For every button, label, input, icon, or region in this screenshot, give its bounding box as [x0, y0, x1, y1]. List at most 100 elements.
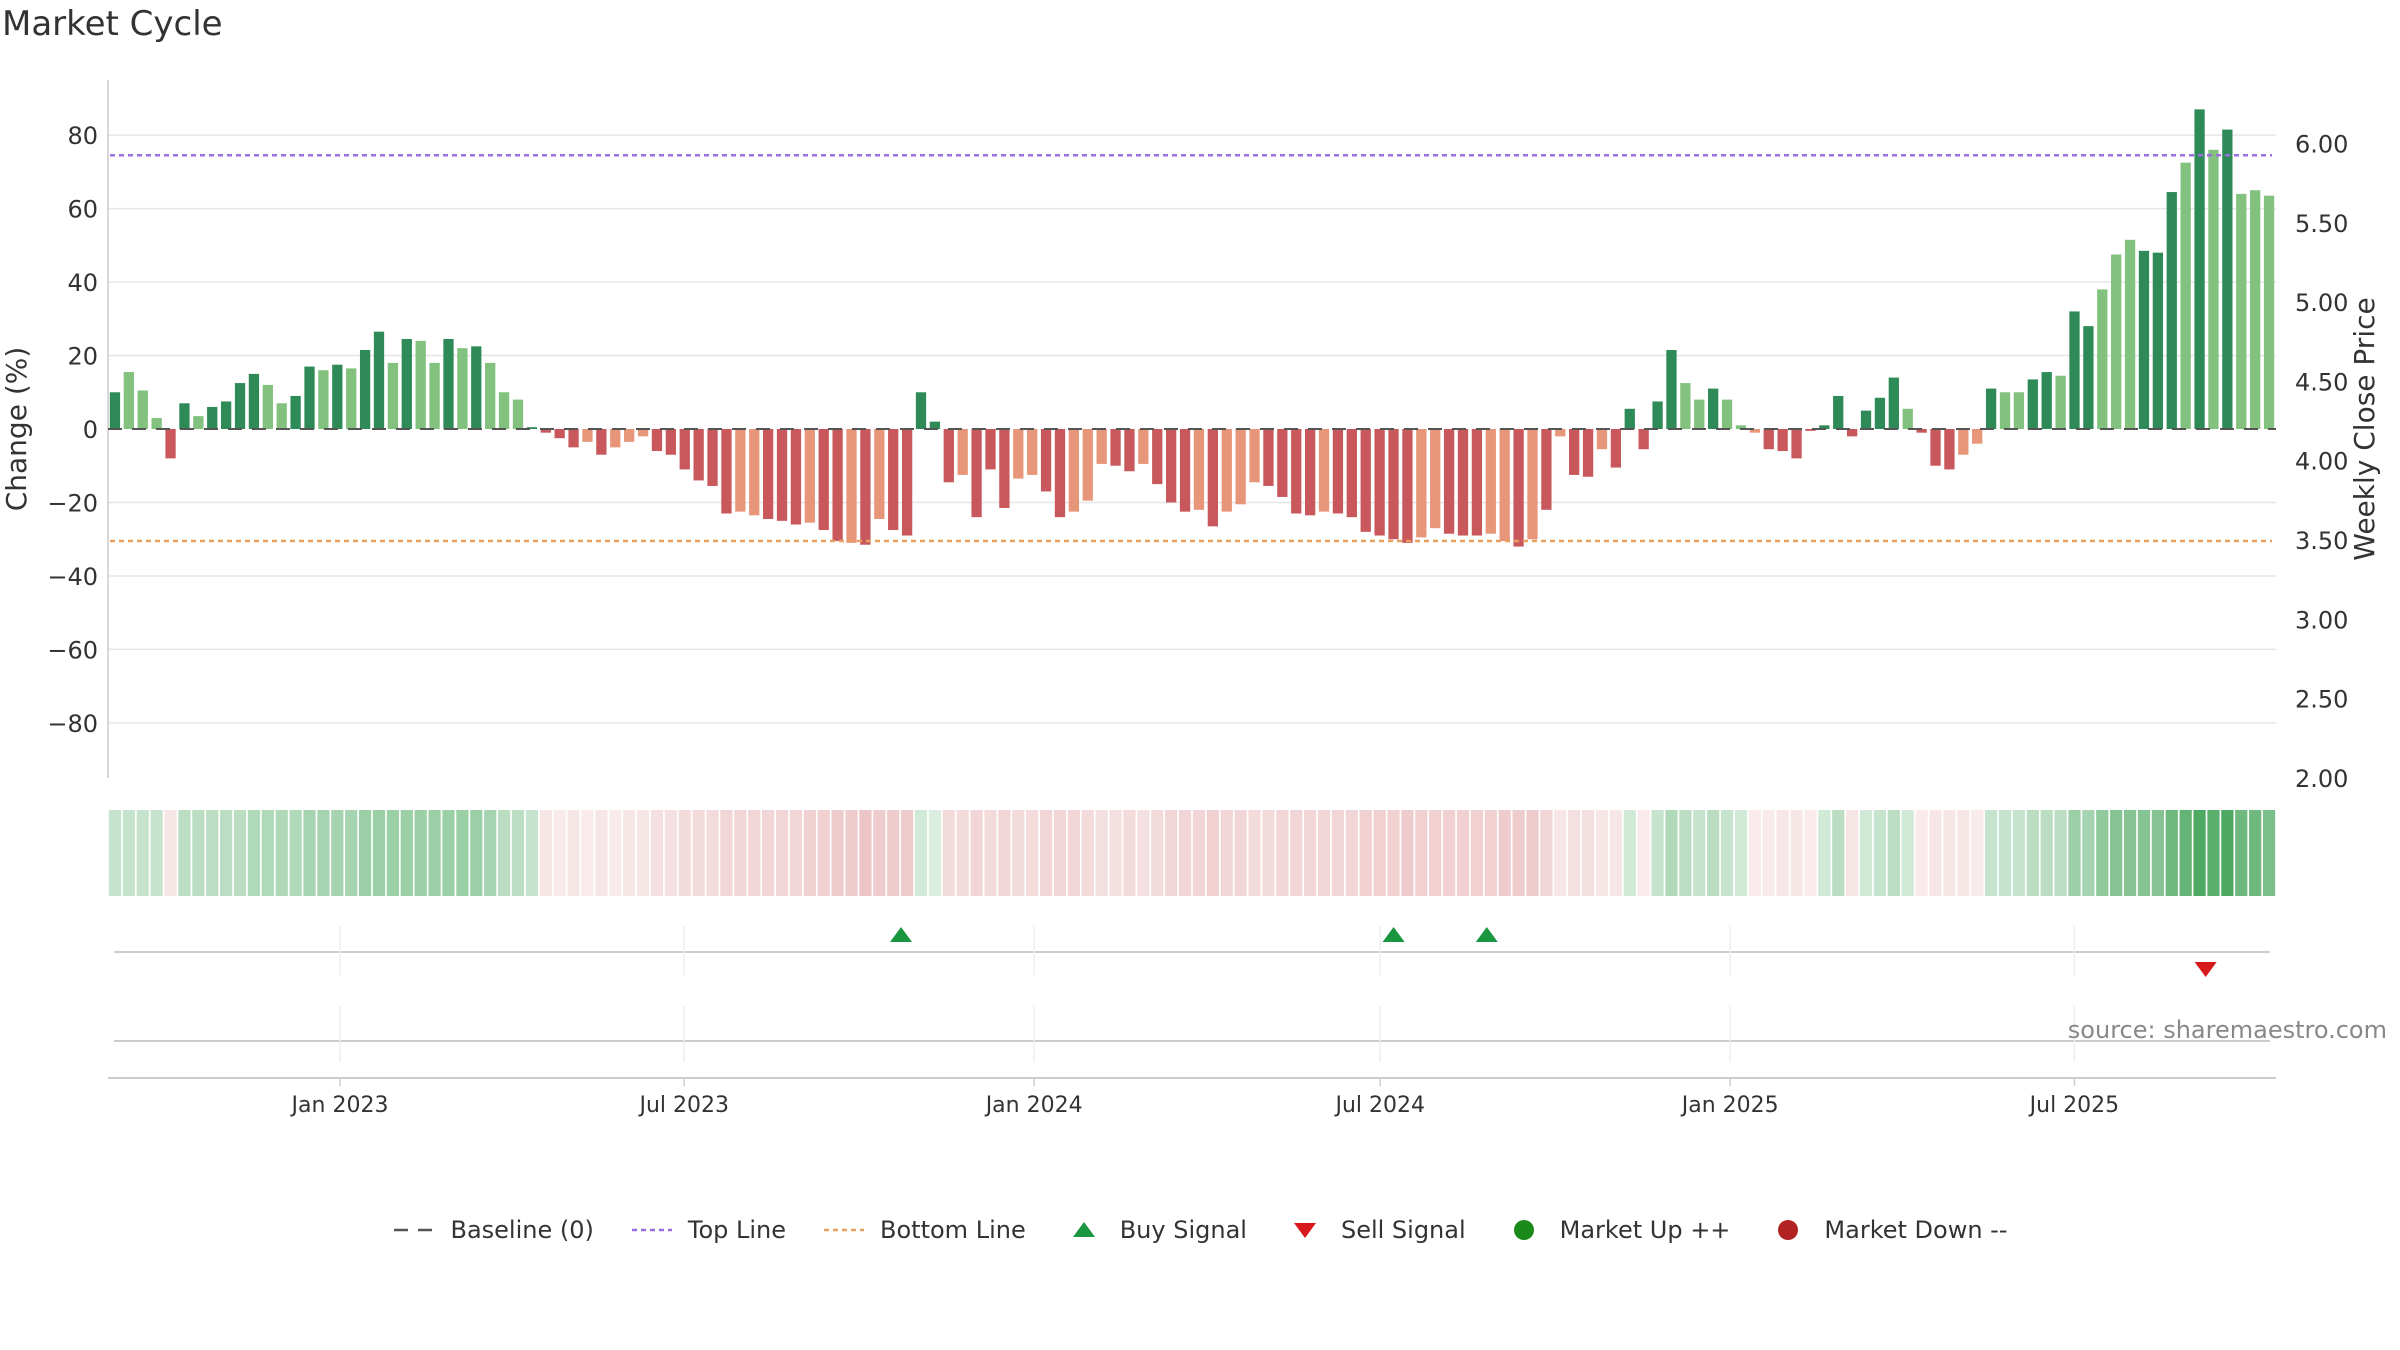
heat-cell	[664, 810, 677, 896]
bar	[957, 429, 968, 475]
bar	[262, 384, 273, 429]
bar	[749, 429, 760, 516]
heat-cell	[1290, 810, 1303, 896]
heat-cell	[1026, 810, 1039, 896]
heat-cell	[1039, 810, 1053, 896]
legend-label: Baseline (0)	[450, 1216, 594, 1244]
legend-item[interactable]: Top Line	[630, 1216, 786, 1244]
bar	[1430, 429, 1441, 529]
bar	[2013, 392, 2025, 429]
legend-down-icon	[1778, 1220, 1799, 1240]
heat-cell	[1679, 810, 1692, 896]
legend-topline-icon	[631, 1228, 672, 1232]
bar	[2041, 372, 2052, 429]
bar	[457, 348, 468, 429]
heat-cell	[386, 810, 400, 896]
legend-item[interactable]: Baseline (0)	[392, 1216, 594, 1244]
heat-cell	[1818, 810, 1831, 896]
bar	[1777, 429, 1788, 452]
heat-cell	[150, 810, 163, 896]
heat-cell	[1526, 810, 1539, 896]
bar	[1152, 429, 1163, 485]
legend-item[interactable]: Bottom Line	[822, 1216, 1026, 1244]
heat-cell	[497, 810, 511, 896]
heat-cell	[2123, 810, 2137, 896]
heat-cell	[1276, 810, 1289, 896]
bar	[860, 429, 871, 545]
heat-cell	[873, 810, 886, 896]
heat-cell	[525, 810, 538, 896]
bar	[1040, 429, 1052, 492]
legend-item[interactable]: Buy Signal	[1062, 1216, 1247, 1244]
bar	[1346, 429, 1357, 518]
heat-cell	[303, 810, 316, 896]
heat-cell	[1776, 810, 1789, 896]
bar	[2097, 289, 2108, 429]
bar	[1499, 429, 1510, 542]
bar	[2194, 109, 2205, 430]
heat-cell	[206, 810, 219, 896]
bar	[999, 429, 1010, 508]
bar	[2083, 326, 2094, 429]
bar	[985, 429, 996, 470]
legend-label: Buy Signal	[1119, 1216, 1247, 1244]
bar	[526, 427, 538, 429]
heat-cell	[400, 810, 413, 896]
heat-cell	[1943, 810, 1956, 896]
heat-cell	[484, 810, 497, 896]
legend-up-icon	[1513, 1220, 1534, 1240]
bar	[415, 340, 426, 429]
heat-cell	[1651, 810, 1664, 896]
heat-cell	[178, 810, 191, 896]
heat-cell	[317, 810, 330, 896]
bar	[276, 403, 287, 429]
bar	[165, 429, 176, 459]
heat-cell	[2262, 810, 2276, 896]
heat-cell	[2137, 810, 2151, 896]
y-tick-label: −20	[47, 489, 98, 517]
bar	[804, 429, 815, 523]
bar	[1443, 429, 1455, 534]
heat-cell	[1984, 810, 1998, 896]
heat-cell	[803, 810, 816, 896]
heat-cell	[1568, 810, 1581, 896]
x-tick-label: Jul 2025	[2028, 1093, 2120, 1118]
legend-item[interactable]: Sell Signal	[1283, 1216, 1466, 1244]
y2-tick-label: 2.50	[2295, 686, 2348, 714]
heat-cell	[1484, 810, 1497, 896]
bar	[582, 429, 593, 442]
heat-cell	[817, 810, 830, 896]
bar	[248, 373, 260, 429]
bar	[679, 429, 690, 470]
bar	[1124, 429, 1135, 472]
bar	[1999, 392, 2011, 429]
signal-panel	[114, 926, 2270, 1062]
legend-item[interactable]: Market Up ++	[1502, 1216, 1730, 1244]
bar	[1374, 429, 1385, 536]
legend-up-swatch	[1513, 1220, 1534, 1240]
heat-cell	[358, 810, 372, 896]
bar	[1360, 429, 1371, 532]
heat-cell	[748, 810, 761, 896]
bar	[2263, 195, 2275, 429]
heat-cell	[1317, 810, 1331, 896]
heat-cell	[1832, 810, 1845, 896]
legend-baseline-icon	[394, 1228, 435, 1232]
bar	[637, 429, 649, 437]
bar	[2055, 375, 2066, 429]
bar	[1277, 429, 1288, 497]
heat-cell	[1957, 810, 1970, 896]
bar	[346, 368, 357, 429]
heat-cell	[636, 810, 650, 896]
bar	[151, 417, 162, 429]
legend-item[interactable]: Market Down --	[1766, 1216, 2008, 1244]
heat-cell	[1429, 810, 1442, 896]
y2-tick-label: 6.00	[2295, 130, 2348, 158]
heat-cell	[1554, 810, 1567, 896]
bar	[1846, 429, 1858, 437]
bar	[846, 429, 857, 543]
heat-cell	[567, 810, 580, 896]
bar	[1304, 429, 1316, 516]
heat-cell	[164, 810, 177, 896]
bar	[2166, 192, 2177, 429]
